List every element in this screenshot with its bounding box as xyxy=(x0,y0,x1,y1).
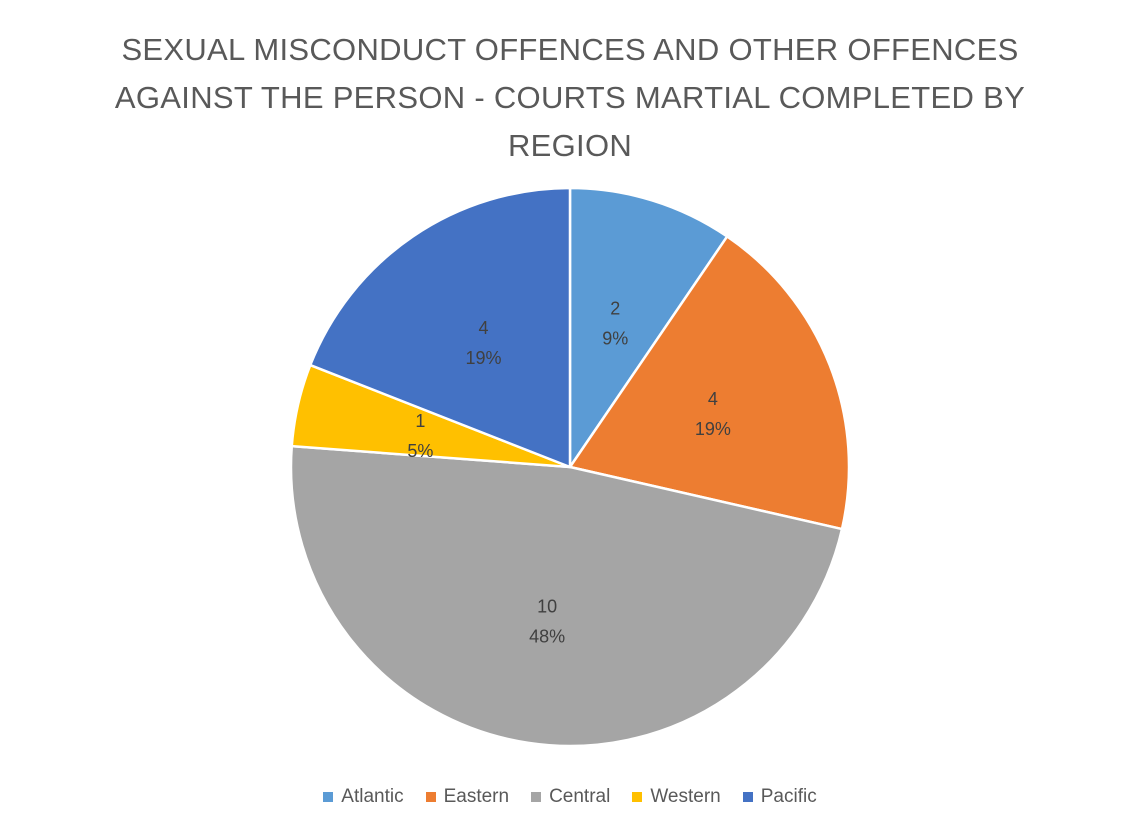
data-label-value-western: 1 xyxy=(415,411,425,431)
data-label-percent-western: 5% xyxy=(407,441,433,461)
data-label-percent-pacific: 19% xyxy=(466,348,502,368)
data-label-value-eastern: 4 xyxy=(708,389,718,409)
legend-item-western: Western xyxy=(632,786,721,808)
pie-slice-central xyxy=(289,444,844,748)
legend-item-central: Central xyxy=(531,786,610,808)
data-label-value-atlantic: 2 xyxy=(610,298,620,318)
data-label-percent-atlantic: 9% xyxy=(602,328,628,348)
legend-label-pacific: Pacific xyxy=(760,786,817,807)
legend-swatch-central xyxy=(531,792,542,802)
legend-item-eastern: Eastern xyxy=(425,786,510,808)
pie-slice-atlantic xyxy=(568,186,729,469)
pie-slice-eastern xyxy=(568,235,851,531)
legend-swatch-western xyxy=(632,792,643,802)
data-label-value-pacific: 4 xyxy=(479,318,489,338)
legend-swatch-atlantic xyxy=(323,792,334,802)
legend-item-atlantic: Atlantic xyxy=(323,786,404,808)
pie-slice-pacific xyxy=(309,186,572,469)
data-label-percent-eastern: 19% xyxy=(695,419,731,439)
legend-label-central: Central xyxy=(549,786,611,807)
chart-legend: Atlantic Eastern Central Western Pacific xyxy=(0,786,1140,808)
legend-swatch-pacific xyxy=(742,792,753,802)
legend-swatch-eastern xyxy=(425,792,436,802)
data-label-value-central: 10 xyxy=(537,597,557,617)
legend-label-atlantic: Atlantic xyxy=(341,786,404,807)
legend-label-western: Western xyxy=(650,786,721,807)
legend-item-pacific: Pacific xyxy=(742,786,817,808)
legend-label-eastern: Eastern xyxy=(443,786,510,807)
data-label-percent-central: 48% xyxy=(529,627,565,647)
chart-title: SEXUAL MISCONDUCT OFFENCES AND OTHER OFF… xyxy=(114,32,1026,163)
